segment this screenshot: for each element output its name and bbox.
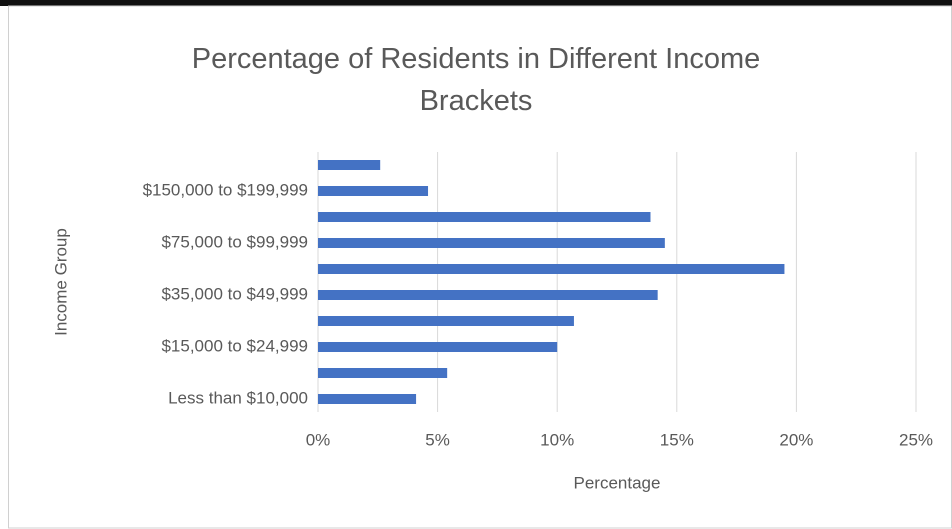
y-tick-label: $35,000 to $49,999	[161, 284, 308, 303]
bar	[318, 212, 651, 222]
bar	[318, 342, 558, 352]
x-tick-label: 20%	[779, 430, 813, 449]
bar	[318, 186, 429, 196]
bar	[318, 316, 574, 326]
top-border	[0, 0, 952, 6]
bar	[318, 290, 658, 300]
y-tick-label: Less than $10,000	[168, 388, 308, 407]
x-tick-label: 5%	[425, 430, 450, 449]
y-axis-label: Income Group	[51, 228, 70, 336]
x-tick-label: 25%	[899, 430, 933, 449]
x-tick-label: 10%	[540, 430, 574, 449]
y-tick-label: $15,000 to $24,999	[161, 336, 308, 355]
x-axis-label: Percentage	[574, 473, 661, 492]
bar	[318, 238, 665, 248]
bar	[318, 264, 785, 274]
y-tick-label: $75,000 to $99,999	[161, 232, 308, 251]
bar	[318, 160, 381, 170]
y-tick-label: $150,000 to $199,999	[143, 180, 308, 199]
x-tick-label: 0%	[306, 430, 331, 449]
bar	[318, 394, 417, 404]
chart-title: Percentage of Residents in Different Inc…	[191, 43, 761, 117]
x-tick-label: 15%	[660, 430, 694, 449]
bar	[318, 368, 448, 378]
